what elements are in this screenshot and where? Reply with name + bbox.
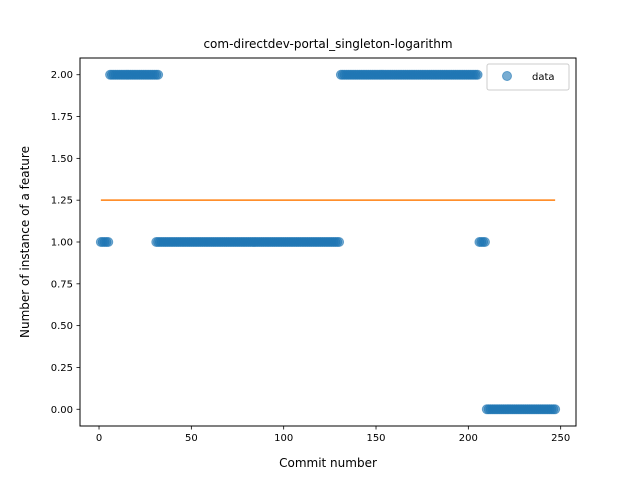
- data-point: [103, 237, 114, 247]
- legend-label-data: data: [532, 72, 555, 83]
- y-tick-label: 0.25: [51, 363, 73, 374]
- data-point: [472, 69, 483, 80]
- x-tick-label: 250: [551, 433, 570, 444]
- y-tick-label: 1.75: [51, 112, 73, 123]
- legend-box: [486, 63, 570, 91]
- x-axis: 0 50 100 150 200 250: [96, 426, 570, 444]
- x-tick-label: 100: [274, 433, 293, 444]
- data-point: [550, 404, 561, 415]
- x-tick-label: 150: [366, 433, 385, 444]
- data-point: [479, 237, 490, 247]
- data-point: [334, 237, 345, 247]
- legend-marker-data: [502, 71, 512, 81]
- x-tick-label: 50: [185, 433, 198, 444]
- x-tick-label: 200: [459, 433, 478, 444]
- y-tick-label: 0.50: [51, 321, 73, 332]
- y-tick-label: 1.25: [51, 196, 73, 207]
- y-tick-label: 2.00: [51, 70, 73, 81]
- y-axis-label: Number of instance of a feature: [18, 146, 32, 338]
- x-tick-label: 0: [96, 433, 102, 444]
- y-tick-label: 0.00: [51, 405, 73, 416]
- data-point: [153, 69, 164, 80]
- legend: data: [486, 63, 570, 91]
- y-tick-label: 0.75: [51, 279, 73, 290]
- y-axis: 0.00 0.25 0.50 0.75 1.00 1.25 1.50 1.75 2.00: [51, 70, 80, 416]
- y-tick-label: 1.00: [51, 238, 73, 249]
- plot-area: [95, 69, 561, 415]
- x-axis-label: Commit number: [279, 456, 377, 470]
- chart-title: com-directdev-portal_singleton-logarithm: [203, 37, 452, 51]
- y-tick-label: 1.50: [51, 154, 73, 165]
